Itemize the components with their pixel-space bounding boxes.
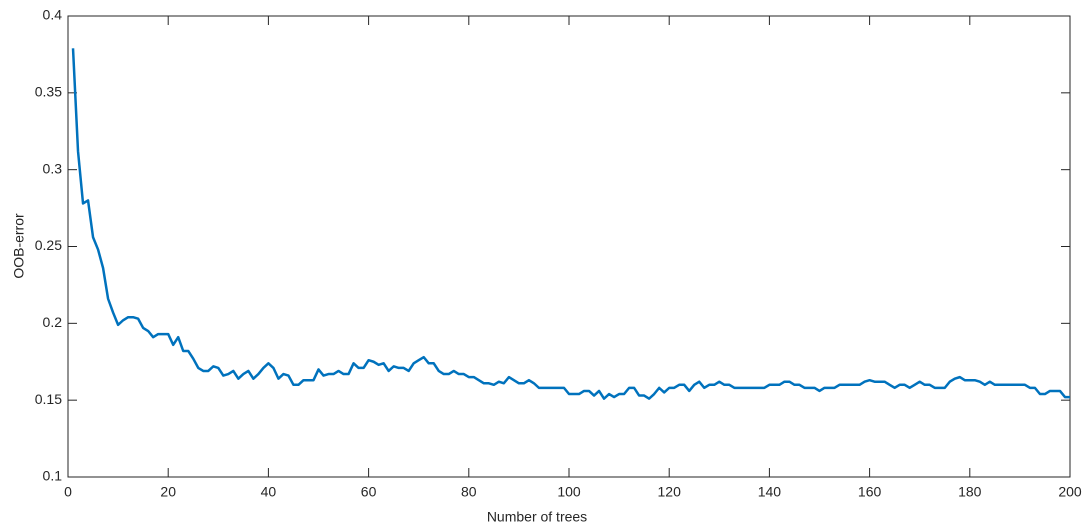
x-axis-label: Number of trees bbox=[487, 509, 587, 525]
x-tick-label: 80 bbox=[461, 484, 477, 500]
x-tick-label: 60 bbox=[361, 484, 377, 500]
x-tick-label: 40 bbox=[261, 484, 277, 500]
x-tick-label: 100 bbox=[557, 484, 581, 500]
y-tick-label: 0.25 bbox=[35, 237, 62, 253]
x-tick-label: 120 bbox=[658, 484, 682, 500]
x-tick-label: 0 bbox=[64, 484, 72, 500]
x-tick-label: 140 bbox=[758, 484, 782, 500]
x-tick-label: 200 bbox=[1058, 484, 1082, 500]
x-tick-label: 20 bbox=[160, 484, 176, 500]
y-axis-label: OOB-error bbox=[11, 213, 27, 279]
y-tick-label: 0.35 bbox=[35, 84, 62, 100]
x-tick-label: 180 bbox=[958, 484, 982, 500]
data-line bbox=[71, 48, 1070, 400]
y-tick-label: 0.3 bbox=[43, 160, 63, 176]
plot-box bbox=[67, 15, 1071, 478]
y-tick-label: 0.2 bbox=[43, 314, 63, 330]
y-tick-label: 0.1 bbox=[43, 468, 63, 484]
y-tick-label: 0.4 bbox=[43, 7, 63, 23]
y-tick-label: 0.15 bbox=[35, 391, 62, 407]
x-tick-label: 160 bbox=[858, 484, 882, 500]
